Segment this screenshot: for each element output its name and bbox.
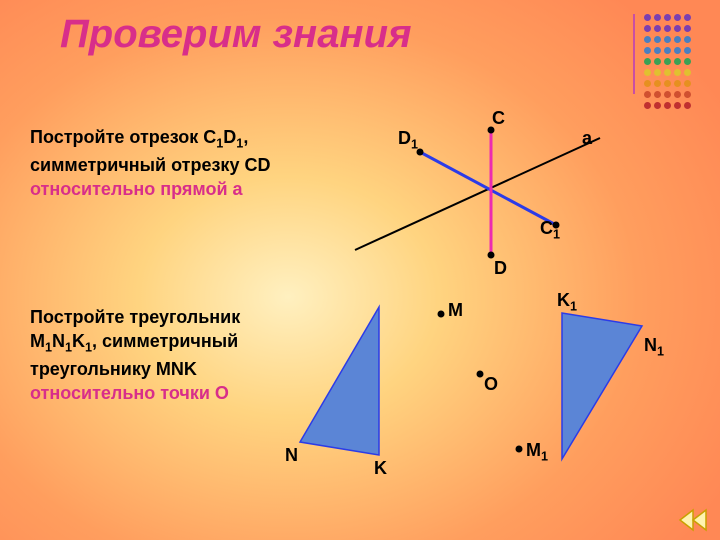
label-K1: K1 — [557, 290, 577, 314]
lM1t: M — [526, 440, 541, 460]
dot-O — [477, 371, 484, 378]
label-M1: M1 — [526, 440, 548, 464]
label-O: О — [484, 374, 498, 395]
rewind-icon — [678, 506, 710, 534]
diagram-triangle-reflection — [0, 0, 720, 540]
label-M: M — [448, 300, 463, 321]
label-N1: N1 — [644, 335, 664, 359]
lK1t: K — [557, 290, 570, 310]
lN1s: 1 — [657, 345, 664, 359]
dot-M1 — [516, 446, 523, 453]
triangle-MNK — [300, 307, 379, 455]
dot-M — [438, 311, 445, 318]
triangle-M1N1K1 — [562, 313, 642, 459]
prev-slide-button[interactable] — [678, 506, 710, 534]
label-K: K — [374, 458, 387, 479]
lN1t: N — [644, 335, 657, 355]
label-N: N — [285, 445, 298, 466]
lM1s: 1 — [541, 450, 548, 464]
lK1s: 1 — [570, 300, 577, 314]
